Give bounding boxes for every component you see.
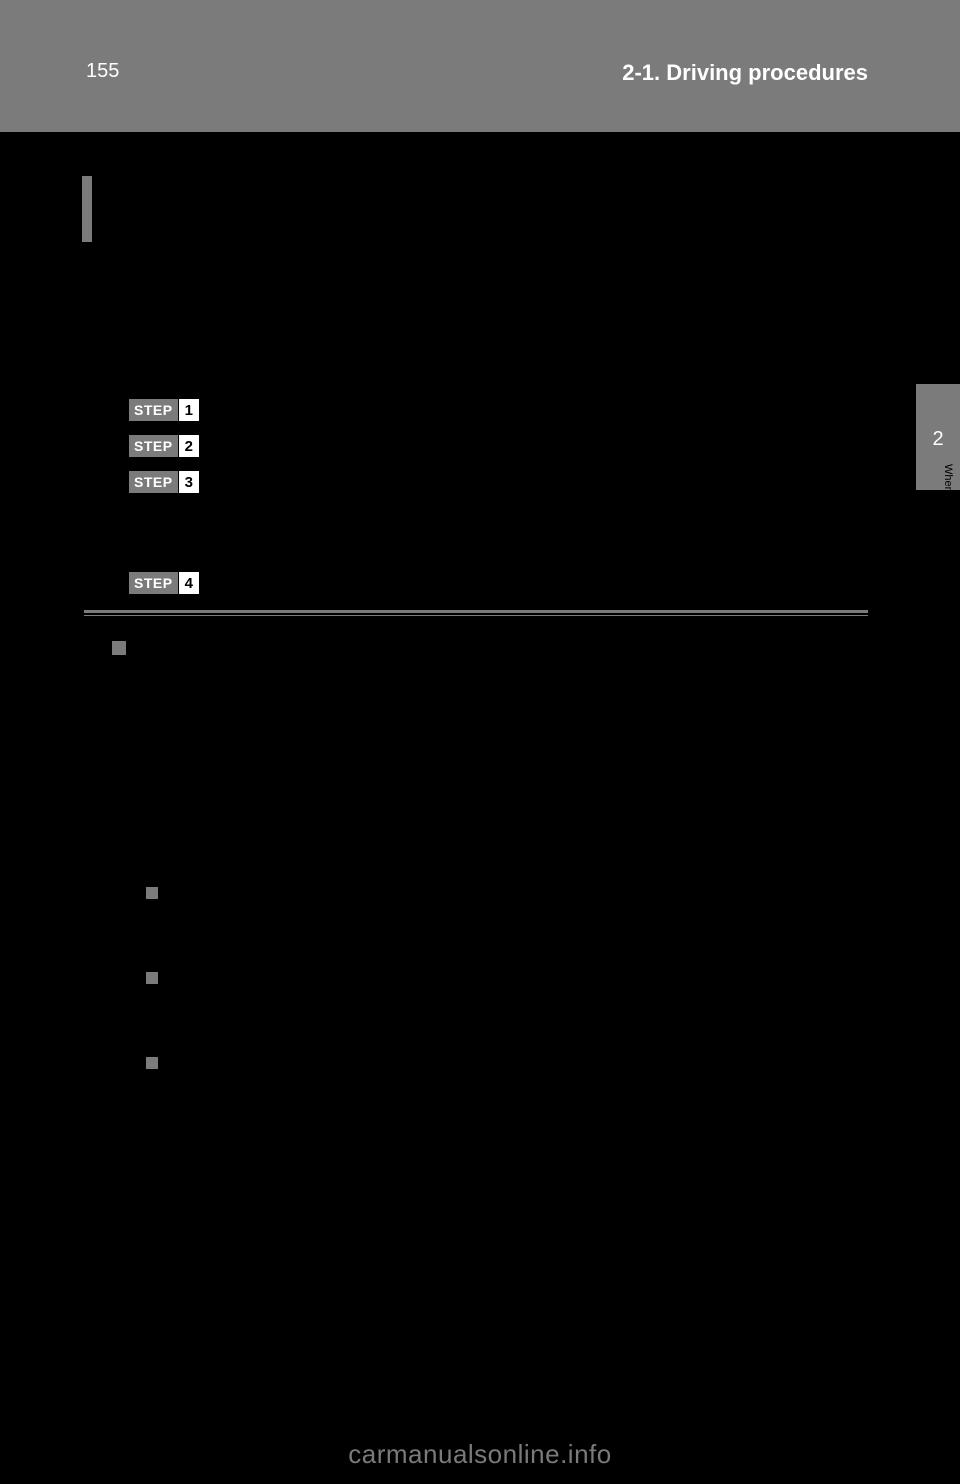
step-row-1: STEP 1 Check that the parking brake is s… <box>128 398 868 428</box>
square-bullet-icon <box>112 641 126 655</box>
step-label: STEP <box>129 435 178 457</box>
step-badge-4: STEP 4 <box>128 571 200 595</box>
breadcrumb: 2-1. Driving procedures <box>622 60 868 86</box>
square-bullet-icon <box>146 887 158 899</box>
step-text: Check that the shift lever is set in P. <box>212 434 868 464</box>
note-title: If the hybrid system does not start <box>138 636 432 656</box>
page-number: 155 <box>86 60 119 83</box>
note-main: If the hybrid system does not start The … <box>112 636 868 858</box>
note-heading-row: When a message is displayed on the instr… <box>146 967 866 987</box>
note-body: Refer to the appropriate page. (→P. 490)… <box>166 993 866 1019</box>
square-bullet-icon <box>146 972 158 984</box>
step-row-3: STEP 3 Sit in the driver's seat and firm… <box>128 470 868 560</box>
intro-paragraph: Performing the following operations when… <box>126 270 868 332</box>
footer-watermark: carmanualsonline.info <box>0 1439 960 1470</box>
note-heading-row: Other than the above conditions <box>146 1052 866 1072</box>
subnote-1: When the light on the instrument cluster… <box>146 882 866 934</box>
step-label: STEP <box>129 399 178 421</box>
note-heading-row: When the light on the instrument cluster… <box>146 882 866 902</box>
page-title: Engine (ignition) switch <box>108 174 446 208</box>
subheading-starting: Starting the hybrid system <box>110 368 388 394</box>
note-title: Other than the above conditions <box>170 1052 431 1071</box>
note-title: When a message is displayed on the instr… <box>170 967 619 986</box>
subnote-3: Other than the above conditions Start th… <box>146 1052 866 1104</box>
square-bullet-icon <box>146 1057 158 1069</box>
step-number: 4 <box>178 572 199 594</box>
page-root: 155 2-1. Driving procedures 2 When drivi… <box>0 0 960 1484</box>
side-tab-label: When driving <box>942 464 954 492</box>
note-heading-row: If the hybrid system does not start <box>112 636 868 657</box>
step-number: 1 <box>178 399 199 421</box>
step-text: Press the "ENGINE START STOP" switch. <box>212 571 868 601</box>
step-text: Check that the parking brake is set. <box>212 398 868 428</box>
step-row-4: STEP 4 Press the "ENGINE START STOP" swi… <box>128 571 868 601</box>
step-label: STEP <box>129 471 178 493</box>
step-row-2: STEP 2 Check that the shift lever is set… <box>128 434 868 464</box>
section-title-bar <box>82 176 92 242</box>
note-body: Refer to the appropriate page. (→P. 482)… <box>166 908 866 934</box>
step-badge-3: STEP 3 <box>128 470 200 494</box>
note-body: Start the hybrid system again. If the si… <box>166 1078 866 1104</box>
divider-double <box>84 610 868 616</box>
step-number: 3 <box>178 471 199 493</box>
header-band: 155 2-1. Driving procedures <box>0 0 960 132</box>
note-title: When the light on the instrument cluster… <box>170 882 540 901</box>
step-number: 2 <box>178 435 199 457</box>
step-text: Sit in the driver's seat and firmly depr… <box>212 470 868 560</box>
step-badge-1: STEP 1 <box>128 398 200 422</box>
note-body: The immobilizer system may not have been… <box>134 663 868 858</box>
step-label: STEP <box>129 572 178 594</box>
side-tab-number: 2 <box>916 428 960 451</box>
subnote-2: When a message is displayed on the instr… <box>146 967 866 1019</box>
step-badge-2: STEP 2 <box>128 434 200 458</box>
